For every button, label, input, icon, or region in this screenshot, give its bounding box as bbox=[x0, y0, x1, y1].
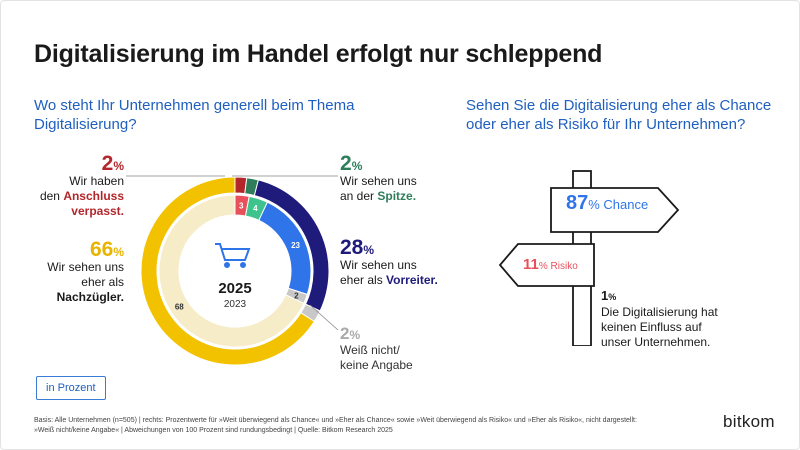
year-current: 2025 bbox=[218, 280, 251, 297]
inner-ring-slice-4 bbox=[158, 194, 305, 348]
outer-ring-slice-4 bbox=[140, 176, 316, 366]
verpasst-line2: den bbox=[39, 189, 60, 203]
spitze-bold: Spitze. bbox=[377, 189, 417, 203]
risiko-label: 11% Risiko bbox=[523, 257, 578, 274]
left-question: Wo steht Ihr Unternehmen generell beim T… bbox=[34, 97, 355, 133]
spitze-unit: % bbox=[351, 159, 363, 173]
vorreiter-line2: eher als bbox=[340, 273, 383, 287]
kein-value: 1 bbox=[601, 288, 609, 303]
vorreiter-line1: Wir sehen uns bbox=[340, 258, 417, 272]
verpasst-unit: % bbox=[113, 159, 124, 173]
inner-ring-label-2: 23 bbox=[291, 241, 300, 250]
year-previous: 2023 bbox=[224, 299, 247, 310]
nachzuegler-value: 66 bbox=[89, 238, 114, 261]
vorreiter-value: 28 bbox=[340, 236, 364, 259]
kein-unit: % bbox=[608, 292, 617, 302]
nachzuegler-unit: % bbox=[113, 245, 124, 259]
sign-chance bbox=[550, 187, 680, 233]
inner-ring-label-4: 68 bbox=[175, 302, 184, 311]
verpasst-line1: Wir haben bbox=[69, 174, 124, 188]
risiko-text: % Risiko bbox=[538, 261, 578, 272]
nachzuegler-bold: Nachzügler. bbox=[56, 290, 124, 304]
right-question: Sehen Sie die Digitalisierung eher als C… bbox=[466, 97, 772, 133]
vorreiter-bold: Vorreiter. bbox=[386, 273, 438, 287]
chance-value: 87 bbox=[566, 192, 589, 214]
label-verpasst: 2% Wir haben den Anschluss verpasst. bbox=[36, 153, 124, 219]
kein-text: Die Digitalisierung hat keinen Einfluss … bbox=[601, 305, 718, 349]
spitze-line1: Wir sehen uns bbox=[340, 174, 417, 188]
label-weiss: 2% Weiß nicht/ keine Angabe bbox=[340, 324, 450, 373]
chance-text: % Chance bbox=[588, 197, 649, 212]
verpasst-bold: Anschluss verpasst. bbox=[63, 189, 124, 218]
risiko-value: 11 bbox=[523, 256, 539, 273]
nachzuegler-line2: eher als bbox=[81, 275, 124, 289]
label-connectors bbox=[126, 175, 339, 331]
chance-label: 87% Chance bbox=[566, 193, 649, 213]
donut-chart: 3 4 23 2 68 2025 2023 bbox=[140, 176, 330, 366]
weiss-value: 2 bbox=[340, 324, 350, 343]
nachzuegler-line1: Wir sehen uns bbox=[47, 260, 124, 274]
page-title: Digitalisierung im Handel erfolgt nur sc… bbox=[34, 40, 603, 68]
inner-ring-label-1: 4 bbox=[253, 204, 258, 213]
unit-badge: in Prozent bbox=[36, 376, 106, 400]
bitkom-logo: bitkom bbox=[723, 412, 775, 431]
connector-weiss bbox=[309, 304, 339, 331]
label-vorreiter: 28% Wir sehen uns eher als Vorreiter. bbox=[340, 237, 450, 288]
sign-risiko bbox=[498, 243, 595, 287]
inner-ring-label-0: 3 bbox=[239, 201, 244, 210]
shopping-cart-icon bbox=[215, 243, 251, 268]
inner-ring-label-3: 2 bbox=[294, 291, 299, 300]
spitze-line2: an der bbox=[340, 189, 375, 203]
inner-ring-labels: 3 4 23 2 68 bbox=[175, 201, 301, 311]
vorreiter-unit: % bbox=[363, 243, 375, 257]
outer-ring-2025 bbox=[140, 176, 330, 366]
weiss-line2: keine Angabe bbox=[340, 358, 413, 372]
kein-einfluss-label: 1% Die Digitalisierung hat keinen Einflu… bbox=[601, 288, 731, 350]
donut-center bbox=[180, 216, 290, 326]
weiss-unit: % bbox=[349, 328, 361, 342]
verpasst-value: 2 bbox=[101, 152, 114, 175]
weiss-line1: Weiß nicht/ bbox=[340, 343, 400, 357]
label-nachzuegler: 66% Wir sehen uns eher als Nachzügler. bbox=[36, 239, 124, 305]
label-spitze: 2% Wir sehen uns an der Spitze. bbox=[340, 153, 450, 204]
footnote: Basis: Alle Unternehmen (n=505) | rechts… bbox=[34, 417, 637, 434]
inner-ring-2023 bbox=[158, 194, 312, 348]
spitze-value: 2 bbox=[340, 152, 352, 175]
signpost bbox=[498, 170, 680, 346]
